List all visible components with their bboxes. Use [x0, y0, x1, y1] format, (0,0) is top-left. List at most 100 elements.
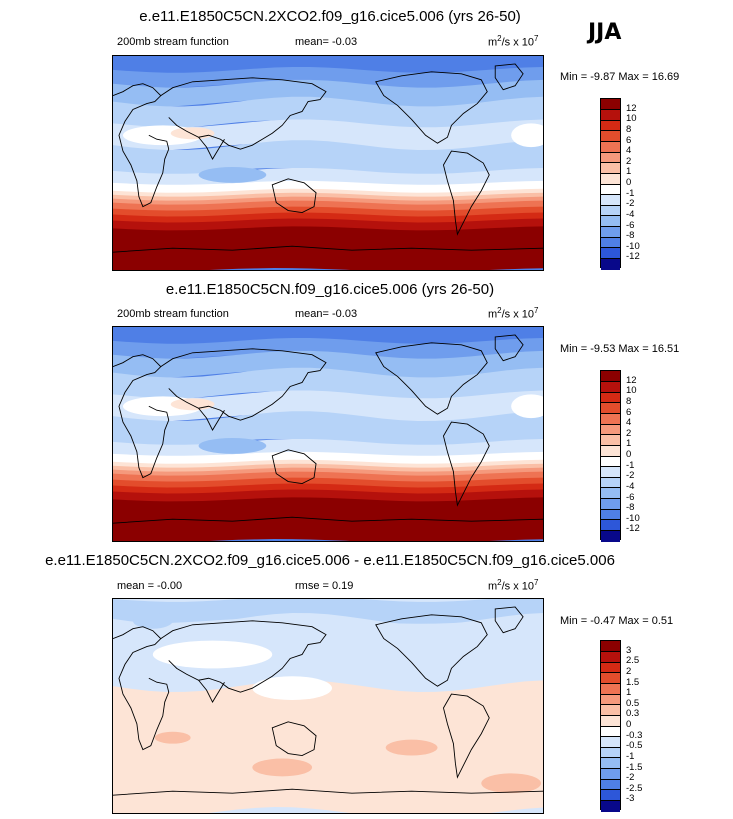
contour-band [113, 489, 543, 504]
colorbar-swatch [601, 768, 620, 780]
contour-patch [198, 437, 267, 454]
colorbar-swatch [601, 477, 620, 489]
colorbar-tick-label: -1.5 [626, 761, 643, 773]
colorbar-tick-label: -4 [626, 480, 635, 492]
colorbar-separator [601, 391, 620, 393]
colorbar-swatch [601, 445, 620, 457]
colorbar-swatch [601, 120, 620, 132]
colorbar-swatch [601, 726, 620, 738]
colorbar-separator [601, 498, 620, 499]
panel-2-colorbar [600, 370, 621, 542]
contour-band [113, 612, 543, 695]
contour-patch [152, 640, 273, 669]
colorbar-separator [601, 247, 620, 249]
contour-patch [170, 398, 215, 411]
contour-patch [252, 758, 313, 777]
contour-band [113, 599, 543, 624]
colorbar-separator [601, 768, 620, 769]
colorbar-swatch [601, 519, 620, 531]
contour-band [113, 96, 543, 131]
colorbar-swatch [601, 109, 620, 121]
colorbar-tick-label: 2 [626, 665, 632, 677]
coastline [160, 620, 327, 693]
panel-2-title: e.e11.E1850C5CN.f09_g16.cice5.006 (yrs 2… [165, 281, 495, 298]
colorbar-tick-label: -12 [626, 523, 640, 535]
colorbar-tick-label: -10 [626, 240, 640, 252]
panel-1-title: e.e11.E1850C5CN.2XCO2.f09_g16.cice5.006 … [139, 8, 521, 25]
colorbar-separator [601, 226, 620, 227]
colorbar-swatch [601, 194, 620, 206]
colorbar-separator [601, 434, 620, 436]
colorbar-tick-label: 6 [626, 406, 632, 418]
colorbar-swatch [601, 258, 620, 270]
colorbar-separator [601, 119, 620, 121]
contour-patch [481, 773, 542, 794]
panel-3-rmse-label: rmse = 0.19 [295, 580, 354, 592]
colorbar-separator [601, 693, 620, 695]
colorbar-separator [601, 130, 620, 132]
coastline [113, 354, 170, 479]
coastline [113, 83, 170, 208]
colorbar-separator [601, 162, 620, 164]
colorbar-separator [601, 661, 620, 663]
coastline [198, 136, 225, 160]
coastline [494, 606, 524, 634]
colorbar-separator [601, 519, 620, 521]
colorbar-tick-label: -2.5 [626, 782, 643, 794]
colorbar-separator [601, 215, 620, 217]
colorbar-swatch [601, 683, 620, 695]
panel-3-mean-label: mean = -0.00 [117, 580, 183, 592]
colorbar-separator [601, 714, 620, 716]
map-plot [113, 327, 543, 541]
colorbar-swatch [601, 152, 620, 164]
contour-patch [385, 739, 438, 756]
coastline [113, 245, 543, 253]
panel-3-title: e.e11.E1850C5CN.2XCO2.f09_g16.cice5.006 … [45, 552, 615, 569]
panel-3-units: m2/s x 107 [488, 578, 539, 593]
coastline [198, 679, 225, 703]
colorbar-swatch [601, 413, 620, 425]
colorbar-swatch [601, 694, 620, 706]
colorbar-swatch [601, 247, 620, 259]
colorbar-tick-label: -0.3 [626, 729, 643, 741]
panel-1-colorbar [600, 98, 621, 270]
colorbar-separator [601, 789, 620, 791]
colorbar-swatch [601, 226, 620, 238]
colorbar-swatch [601, 392, 620, 404]
colorbar-swatch [601, 173, 620, 185]
colorbar-separator [601, 683, 620, 684]
colorbar-separator [601, 757, 620, 759]
colorbar-swatch [601, 672, 620, 684]
colorbar-separator [601, 172, 620, 174]
contour-band [113, 367, 543, 402]
contour-band [113, 451, 543, 466]
colorbar-separator [601, 455, 620, 457]
colorbar-separator [601, 109, 620, 111]
panel-1-units: m2/s x 107 [488, 34, 539, 49]
season-label: JJA [588, 20, 622, 45]
colorbar-swatch [601, 162, 620, 174]
panel-2-minmax: Min = -9.53 Max = 16.51 [560, 343, 680, 355]
colorbar-tick-label: 1 [626, 166, 632, 178]
contour-patch [154, 731, 191, 744]
contour-patch [170, 127, 215, 140]
colorbar-swatch [601, 184, 620, 196]
colorbar-separator [601, 466, 620, 468]
coastline [375, 342, 488, 415]
colorbar-tick-label: -2 [626, 198, 635, 210]
colorbar-tick-label: -0.5 [626, 740, 643, 752]
map-plot [113, 56, 543, 270]
colorbar-swatch [601, 130, 620, 142]
colorbar-tick-label: 1.5 [626, 676, 640, 688]
colorbar-separator [601, 746, 620, 748]
colorbar-separator [601, 672, 620, 674]
contour-band [113, 66, 543, 89]
colorbar-tick-label: -3 [626, 793, 635, 805]
colorbar-separator [601, 736, 620, 738]
contour-band [113, 218, 543, 233]
colorbar-swatch [601, 736, 620, 748]
contour-band [113, 337, 543, 360]
colorbar-separator [601, 444, 620, 446]
panel-2-units: m2/s x 107 [488, 306, 539, 321]
colorbar-swatch [601, 779, 620, 791]
